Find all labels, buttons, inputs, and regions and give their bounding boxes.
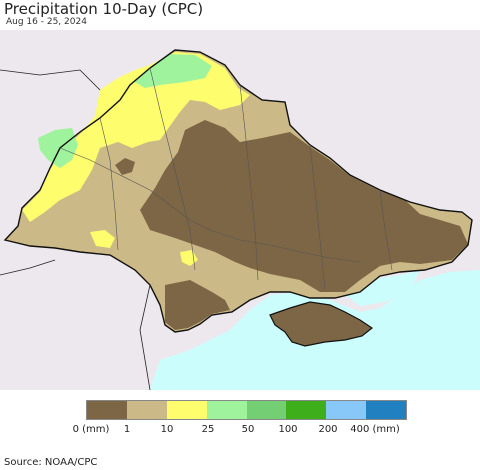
azov-sea [345,270,420,306]
region-wet-west [38,128,78,168]
legend-swatch [126,401,167,419]
legend-tick: 50 [241,424,255,435]
oblast-borders [59,67,393,291]
legend-tick: 25 [201,424,215,435]
country-border [3,49,473,333]
legend-swatch [166,401,207,419]
legend-ticks: 0 (mm) 1 10 25 50 100 200 400 (mm) [60,424,440,438]
region-moderate [22,52,250,222]
legend-swatch [326,401,367,419]
neighbor-borders [0,69,151,390]
precipitation-legend [86,400,407,420]
legend-tick: 100 [278,424,298,435]
date-range: Aug 16 - 25, 2024 [6,17,87,27]
region-wet-north [135,54,212,88]
precipitation-map [0,30,480,390]
legend-tick: 1 [123,424,131,435]
region-dry [140,120,468,292]
region-moderate-spot [90,230,115,248]
legend-tick: 0 (mm) [72,424,110,435]
legend-tick: 200 [318,424,338,435]
source-credit: Source: NOAA/CPC [4,457,98,468]
legend-swatch [366,401,406,419]
legend-swatch [246,401,287,419]
region-dry-spot [115,158,135,175]
legend-swatch [286,401,327,419]
region-dry-south [165,280,230,330]
legend-tick: 10 [160,424,174,435]
crimea-border [269,301,374,347]
map-title: Precipitation 10-Day (CPC) [4,0,204,18]
legend-tick: 400 (mm) [350,424,400,435]
legend-swatch [206,401,247,419]
legend-swatch [87,401,127,419]
region-moderate-spot-2 [180,250,198,266]
